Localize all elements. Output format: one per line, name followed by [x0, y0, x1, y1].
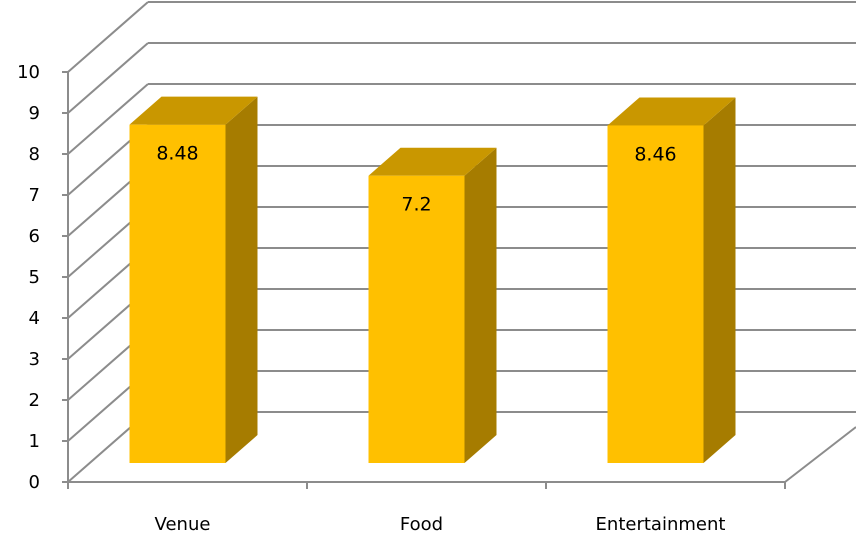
y-tick-label: 10 — [17, 62, 40, 83]
bar — [368, 175, 465, 463]
chart-labels: 0 1 2 3 4 5 6 7 8 9 10 8.48 Venue 7.2 Food 8.46 Entertai… — [17, 62, 725, 535]
bar-top — [368, 147, 497, 176]
bar-side — [225, 96, 258, 463]
bar-side — [703, 97, 736, 464]
bar-side — [464, 147, 497, 463]
bar-top — [607, 97, 736, 126]
y-tick-label: 6 — [29, 226, 40, 247]
y-tick-label: 5 — [29, 267, 40, 288]
side-gridline — [67, 1, 149, 73]
y-tick-label: 2 — [29, 390, 40, 411]
chart-axes — [62, 71, 786, 489]
x-category-label: Food — [400, 514, 443, 535]
x-category-label: Venue — [155, 514, 211, 535]
y-tick-label: 1 — [29, 431, 40, 452]
y-tick-label: 7 — [29, 185, 40, 206]
bar-value-label: 8.46 — [634, 143, 676, 165]
bar-top — [129, 96, 258, 125]
chart-bars — [129, 96, 736, 464]
bar-value-label: 7.2 — [401, 194, 431, 216]
side-gridline — [67, 83, 149, 155]
x-category-label: Entertainment — [596, 514, 726, 535]
y-tick-label: 4 — [29, 308, 40, 329]
chart-gridlines — [67, 1, 856, 483]
y-tick-label: 9 — [29, 103, 40, 124]
bar-value-label: 8.48 — [156, 143, 198, 165]
bar — [129, 124, 226, 463]
floor-edge — [784, 426, 856, 483]
bar — [607, 125, 704, 464]
y-tick-label: 8 — [29, 144, 40, 165]
y-tick-label: 3 — [29, 349, 40, 370]
y-tick-label: 0 — [29, 472, 40, 493]
side-gridline — [67, 42, 149, 114]
